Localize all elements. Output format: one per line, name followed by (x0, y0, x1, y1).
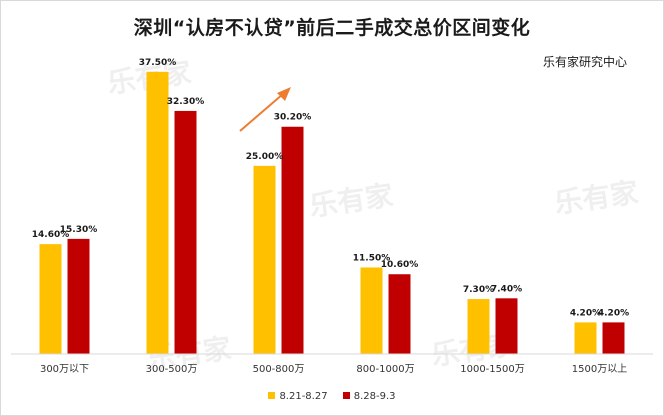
legend-swatch-series-1 (268, 392, 276, 399)
data-label-series-2-2: 32.30% (167, 97, 205, 107)
x-tick-label: 1500万以上 (572, 363, 627, 375)
bars-group (39, 71, 625, 355)
x-tick-label: 1000-1500万 (460, 364, 525, 375)
bar-series-2-6 (602, 322, 625, 354)
data-label-series-1-3: 25.00% (246, 152, 284, 162)
bar-series-1-3 (253, 165, 276, 354)
bar-series-1-5 (467, 299, 490, 354)
x-tick-label: 500-800万 (253, 364, 305, 375)
data-label-series-1-6: 4.20% (570, 308, 601, 318)
legend-item-series-1: 8.21-8.27 (268, 391, 328, 402)
bar-series-1-4 (360, 267, 383, 354)
data-label-series-2-4: 10.60% (381, 260, 419, 270)
bar-series-1-6 (574, 322, 597, 354)
bar-series-2-3 (281, 126, 304, 355)
x-tick-label: 300万以下 (40, 364, 89, 375)
data-label-series-1-5: 7.30% (463, 285, 494, 295)
data-label-series-2-5: 7.40% (491, 284, 522, 294)
bar-series-1-2 (146, 71, 169, 354)
legend: 8.21-8.27 8.28-9.3 (1, 391, 663, 402)
chart-source: 乐有家研究中心 (542, 55, 627, 69)
bar-series-1-1 (39, 244, 62, 354)
data-label-series-1-1: 14.60% (32, 230, 70, 240)
watermark: 乐有家 (552, 176, 640, 220)
legend-swatch-series-2 (342, 392, 350, 399)
bar-series-2-5 (495, 298, 518, 354)
watermark: 乐有家 (307, 179, 395, 223)
legend-label-series-1: 8.21-8.27 (279, 391, 328, 402)
trend-arrow-head (277, 87, 291, 101)
bar-series-2-2 (174, 110, 197, 354)
bar-series-2-1 (67, 238, 90, 354)
data-label-series-1-2: 37.50% (139, 58, 177, 68)
trend-arrow (239, 87, 291, 132)
bar-series-2-4 (388, 274, 411, 354)
x-tick-label: 300-500万 (146, 364, 198, 375)
data-label-series-2-1: 15.30% (60, 225, 98, 235)
category-labels-group: 300万以下 300-500万 500-800万 800-1000万 1000-1500… (40, 363, 627, 375)
bar-labels-group: 14.60%15.30% 37.50% 32.30% 25.00% 30.20% 11.5… (32, 58, 629, 319)
data-label-series-2-3: 30.20% (274, 113, 312, 123)
trend-arrow-shaft (239, 93, 284, 132)
legend-item-series-2: 8.28-9.3 (342, 391, 396, 402)
legend-label-series-2: 8.28-9.3 (353, 391, 396, 402)
x-tick-label: 800-1000万 (356, 364, 414, 375)
data-label-series-1-4: 11.50% (353, 253, 391, 263)
data-label-series-2-6: 4.20% (598, 308, 629, 318)
chart-title: 深圳“认房不认贷”前后二手成交总价区间变化 (133, 17, 531, 39)
